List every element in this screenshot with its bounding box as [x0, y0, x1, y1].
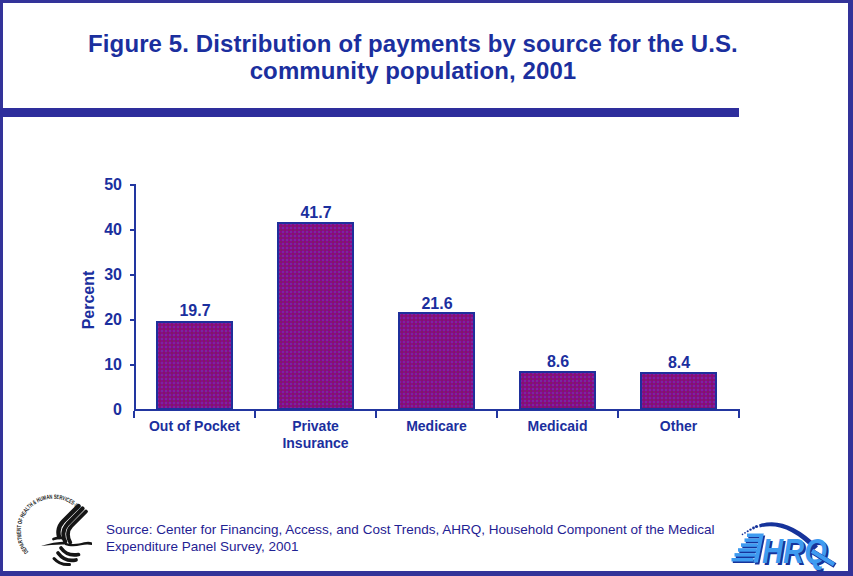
svg-text:HRQ: HRQ [762, 531, 827, 570]
